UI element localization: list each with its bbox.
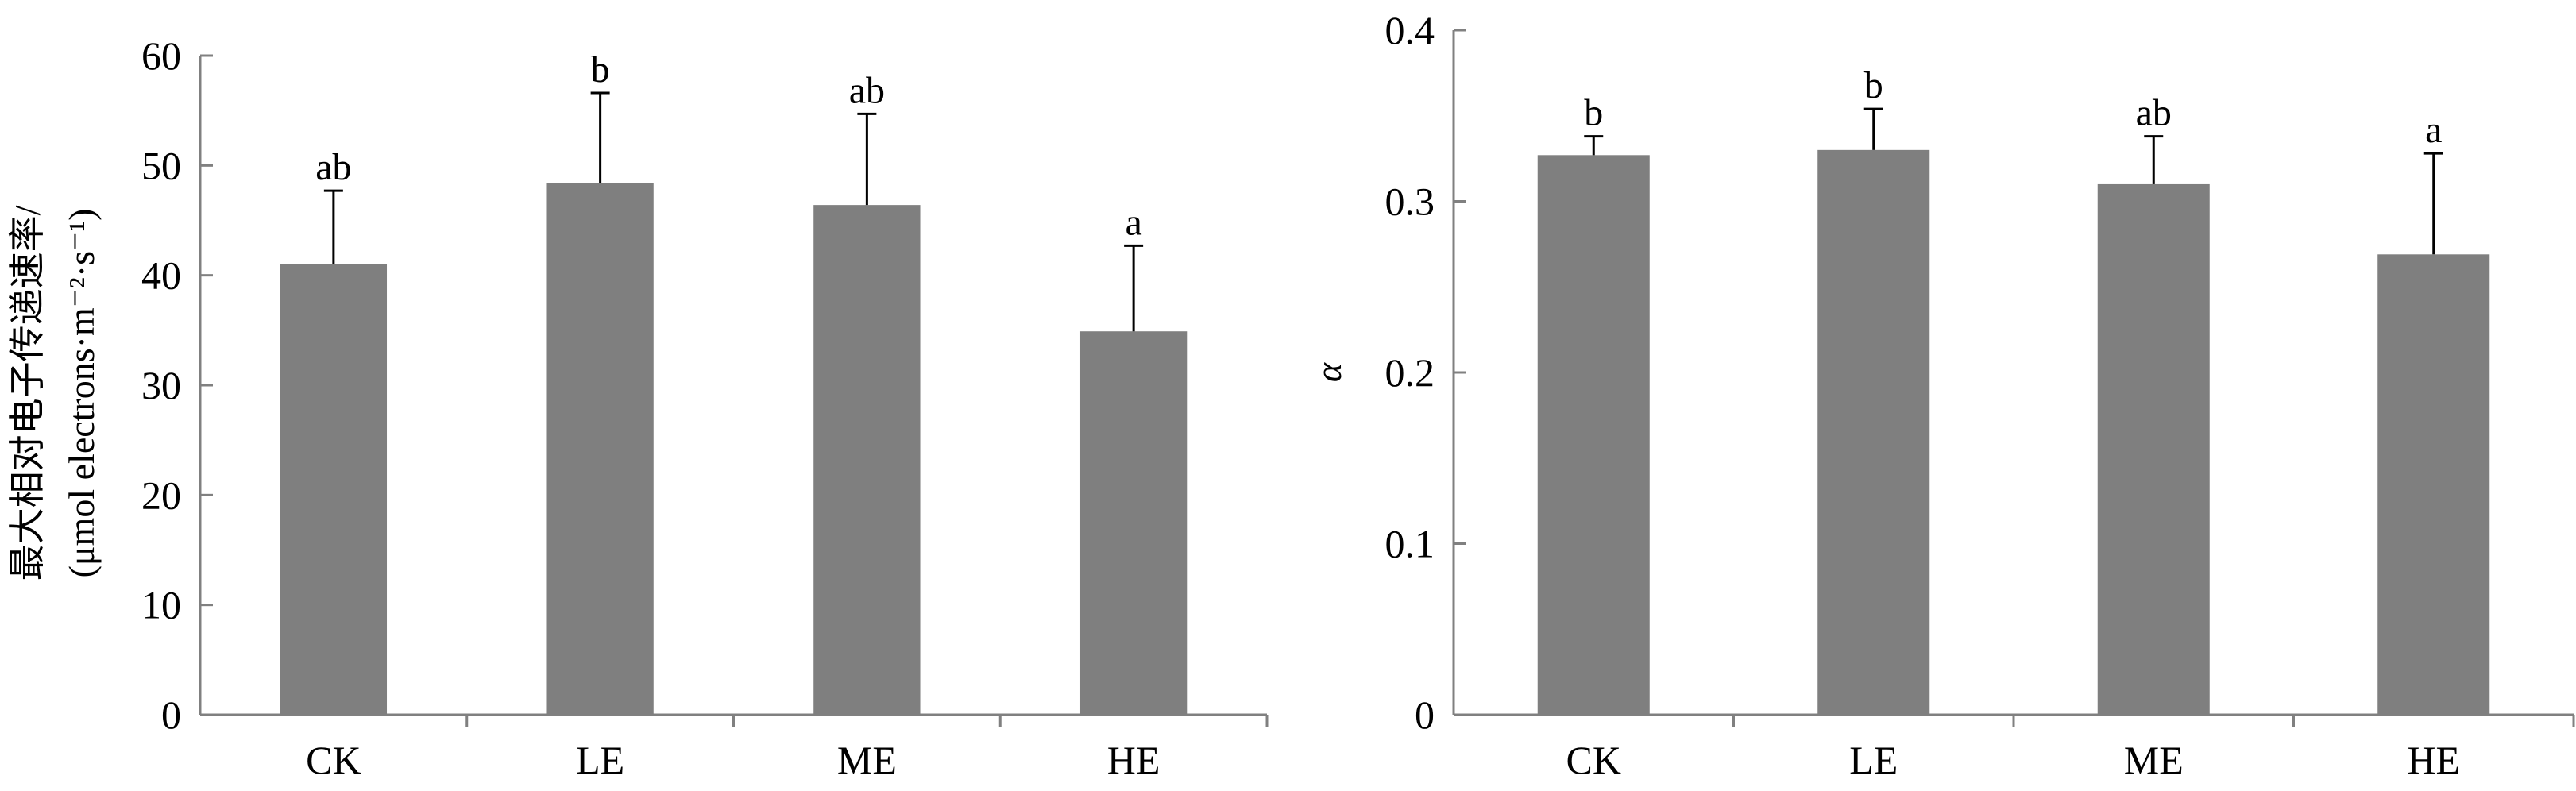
y-axis-title-line2: (μmol electrons·m⁻²·s⁻¹) [61, 209, 102, 578]
significance-label-me: ab [2136, 92, 2172, 134]
significance-label-ck: ab [315, 146, 351, 188]
significance-label-he: a [1125, 201, 1141, 243]
significance-label-he: a [2425, 109, 2442, 151]
y-tick-label: 30 [141, 363, 181, 407]
y-tick-label: 20 [141, 473, 181, 517]
x-category-label-me: ME [837, 738, 897, 782]
bar-le [546, 183, 654, 715]
bar-me [2097, 183, 2210, 715]
y-axis-title-line1: 最大相对电子传递速率/ [7, 205, 48, 581]
bar-me [813, 205, 921, 716]
y-tick-label: 60 [141, 33, 181, 78]
x-category-label-me: ME [2124, 738, 2184, 782]
bar-he [2377, 254, 2490, 715]
significance-label-le: b [1864, 64, 1883, 106]
significance-label-me: ab [849, 69, 885, 111]
chart-right-alpha: 0 0.1 0.2 0.3 0.4 b CK b LE ab ME a HE α [1308, 8, 2575, 782]
y-tick-label: 10 [141, 583, 181, 627]
chart-left-max-electron-transport-rate: 0 10 20 30 40 50 60 ab CK b LE ab ME a HE 最大相对电子传递速率/ (μ… [7, 33, 1269, 782]
y-tick-label: 0.2 [1385, 350, 1435, 395]
bar-le [1817, 149, 1930, 716]
y-tick-label: 0 [161, 693, 181, 737]
bar-he [1079, 331, 1188, 715]
x-category-label-le: LE [576, 738, 624, 782]
y-tick-label: 0.3 [1385, 179, 1435, 224]
y-tick-label: 0.4 [1385, 8, 1435, 52]
bar-ck [1537, 155, 1650, 715]
bar-ck [280, 264, 388, 715]
y-tick-label: 0 [1415, 693, 1435, 737]
y-tick-label: 0.1 [1385, 522, 1435, 566]
x-category-label-ck: CK [306, 738, 361, 782]
y-axis-title: α [1308, 362, 1349, 382]
x-category-label-he: HE [2407, 738, 2460, 782]
x-category-label-ck: CK [1566, 738, 1621, 782]
y-tick-label: 50 [141, 143, 181, 187]
significance-label-ck: b [1584, 92, 1603, 134]
x-category-label-he: HE [1107, 738, 1161, 782]
x-category-label-le: LE [1849, 738, 1898, 782]
y-tick-label: 40 [141, 253, 181, 298]
significance-label-le: b [591, 48, 610, 91]
